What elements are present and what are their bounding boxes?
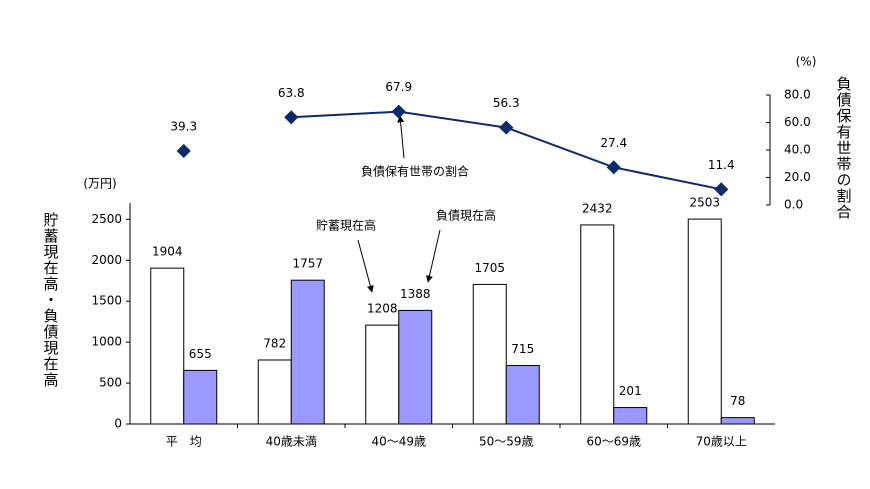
marker — [606, 160, 621, 175]
value-label: 782 — [263, 336, 286, 350]
x-tick-label: 40歳未満 — [266, 435, 317, 449]
annotation: 負債保有世帯の割合 — [361, 164, 469, 179]
annotation: 貯蓄現在高 — [316, 218, 376, 233]
bar — [580, 224, 615, 425]
y-tick-label: 1000 — [91, 335, 122, 349]
arrow — [426, 229, 441, 283]
marker — [714, 182, 729, 197]
x-tick-label: 60～69歳 — [586, 435, 641, 449]
value-label: 11.4 — [708, 158, 735, 172]
value-label: 56.3 — [493, 96, 520, 110]
value-label: 201 — [619, 384, 642, 398]
y2-tick-label: 60.0 — [784, 115, 811, 129]
arrow — [357, 239, 374, 293]
y-tick-label: 0 — [114, 417, 122, 431]
y2-tick-label: 80.0 — [784, 88, 811, 102]
bar — [613, 407, 648, 425]
y2-axis-label: 負債保有世帯の割合 — [835, 76, 853, 220]
value-label: 1757 — [292, 257, 323, 271]
value-label: 655 — [189, 347, 212, 361]
bar — [720, 417, 755, 425]
bar — [687, 218, 722, 425]
arrow — [397, 115, 405, 159]
bar — [183, 369, 218, 425]
y-axis-label: 貯蓄現在高・負債現在高 — [42, 212, 60, 388]
value-label: 2432 — [582, 201, 613, 215]
x-tick-label: 50～59歳 — [479, 435, 534, 449]
value-label: 1208 — [367, 302, 398, 316]
y-unit: (万円) — [83, 177, 116, 191]
value-label: 1904 — [152, 245, 183, 259]
y2-tick-label: 0.0 — [784, 198, 803, 212]
marker — [499, 120, 514, 135]
value-label: 63.8 — [278, 86, 305, 100]
value-label: 715 — [511, 342, 534, 356]
value-label: 2503 — [689, 196, 720, 210]
y-tick-label: 1500 — [91, 294, 122, 308]
bar — [150, 267, 185, 425]
value-label: 67.9 — [385, 80, 412, 94]
bar — [365, 324, 400, 425]
annotation: 負債現在高 — [436, 208, 496, 223]
y2-tick-label: 20.0 — [784, 170, 811, 184]
bar — [290, 279, 325, 425]
bar — [257, 359, 292, 425]
value-label: 78 — [730, 394, 745, 408]
bar — [398, 309, 433, 425]
y2-tick-label: 40.0 — [784, 143, 811, 157]
value-label: 39.3 — [170, 119, 197, 133]
bar — [505, 364, 540, 425]
marker — [391, 104, 406, 119]
y-tick-label: 500 — [99, 376, 122, 390]
value-label: 27.4 — [600, 136, 627, 150]
x-tick-label: 平 均 — [166, 435, 202, 449]
marker — [176, 143, 191, 159]
value-label: 1388 — [400, 287, 431, 301]
x-tick-label: 70歳以上 — [696, 435, 747, 449]
x-tick-label: 40～49歳 — [371, 435, 426, 449]
y-tick-label: 2500 — [91, 212, 122, 226]
bar — [472, 283, 507, 425]
value-label: 1705 — [474, 261, 505, 275]
y2-unit: (%) — [796, 55, 817, 69]
marker — [284, 110, 299, 125]
y-tick-label: 2000 — [91, 253, 122, 267]
